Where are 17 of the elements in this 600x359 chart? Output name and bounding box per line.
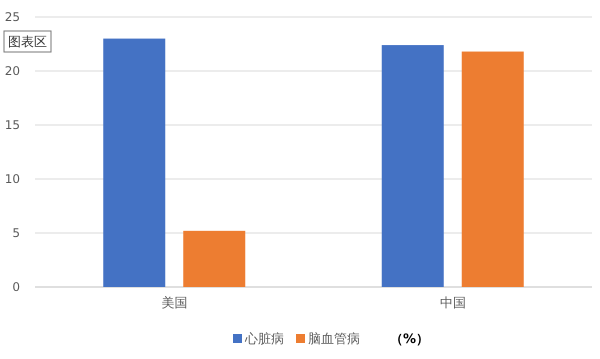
legend-label: 脑血管病 [308, 332, 360, 347]
x-tick-label: 美国 [161, 295, 188, 311]
bar [382, 45, 444, 287]
bar [462, 52, 524, 287]
y-tick-label: 15 [4, 118, 20, 132]
x-tick-label: 中国 [440, 296, 466, 311]
y-tick-label: 5 [12, 226, 20, 240]
text: （%） [390, 332, 430, 347]
y-tick-label: 10 [4, 172, 20, 186]
y-tick-label: 20 [4, 64, 20, 78]
tooltip: 图表区 [4, 30, 52, 52]
y-tick-label: 0 [12, 280, 20, 294]
bar [183, 230, 246, 287]
legend-label: 心脏病 [244, 331, 284, 347]
y-tick-label: 25 [4, 10, 20, 24]
annotation: 图表区 [8, 35, 47, 50]
bar [103, 38, 166, 287]
